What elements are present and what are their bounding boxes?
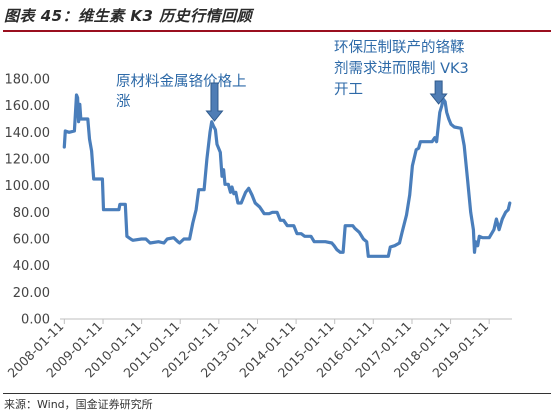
x-axis-tick-labels: 2008-01-112009-01-112010-01-112011-01-11… (4, 319, 491, 381)
series-layer (62, 93, 512, 258)
source-note: 来源：Wind，国金证券研究所 (4, 398, 153, 411)
annotation-text: 剂需求进而限制 VK3 (334, 60, 469, 77)
y-tick-label: 160.00 (5, 99, 51, 114)
y-tick-label: 140.00 (5, 126, 51, 141)
source-divider (3, 393, 551, 394)
figure-title: 图表 45：维生素 K3 历史行情回顾 (4, 7, 253, 25)
y-axis-tick-labels: 0.00 20.00 40.00 60.00 80.00 100.00 120.00 140.… (5, 73, 51, 328)
annotation-arrow (205, 82, 224, 122)
title-underline (3, 30, 551, 32)
y-tick-label: 20.00 (13, 286, 50, 301)
annotation-text: 环保压制联产的铬鞣 (334, 39, 465, 56)
chart-axes (60, 318, 512, 324)
y-tick-label: 40.00 (13, 259, 50, 274)
y-tick-label: 60.00 (13, 233, 50, 248)
annotation-arrow (429, 80, 448, 105)
y-tick-label: 180.00 (5, 73, 51, 88)
annotation-text: 涨 (116, 93, 131, 110)
annotation-text: 原材料金属铬价格上 (116, 73, 247, 90)
y-tick-label: 80.00 (13, 206, 50, 221)
y-tick-label: 0.00 (21, 313, 50, 328)
annotation-text: 开工 (334, 82, 363, 98)
y-tick-label: 120.00 (5, 153, 51, 168)
series-line (62, 93, 512, 258)
y-tick-label: 100.00 (5, 179, 51, 194)
